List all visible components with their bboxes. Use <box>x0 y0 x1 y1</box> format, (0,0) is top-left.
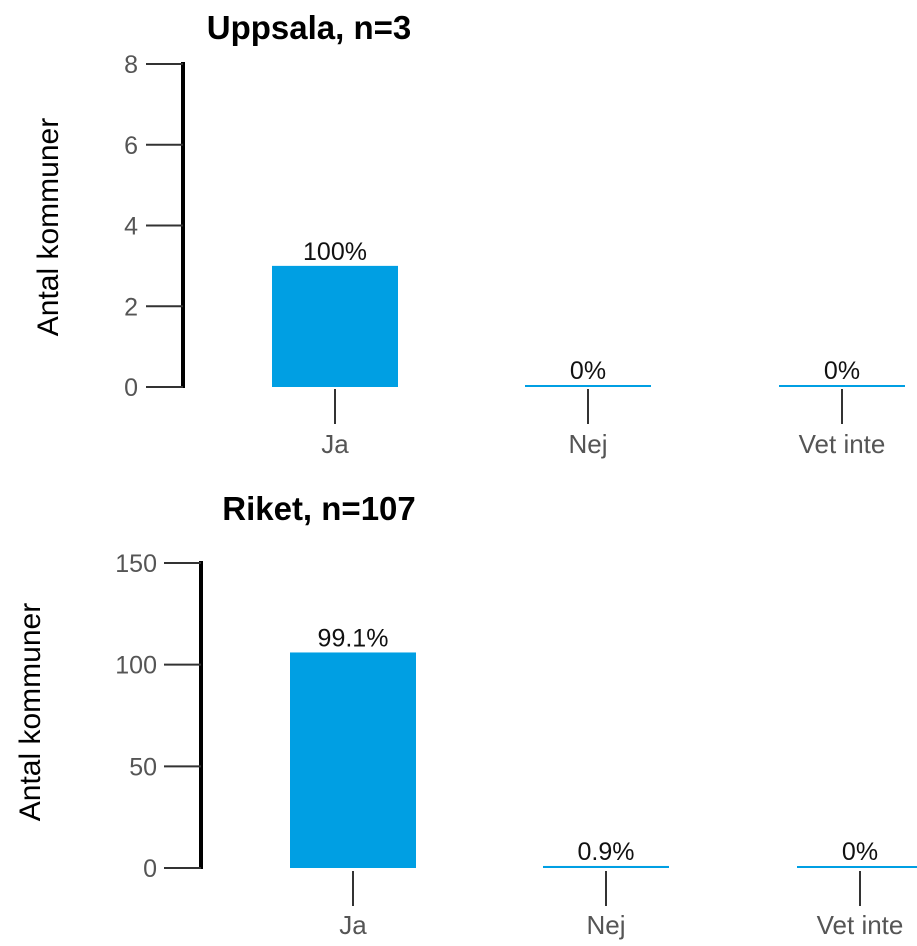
bars: 100% 0% 0% <box>272 238 905 387</box>
y-tick-label: 6 <box>124 132 138 160</box>
y-tick-label: 2 <box>124 293 138 321</box>
x-tick-label: Vet inte <box>799 429 886 459</box>
bar <box>797 866 917 868</box>
y-tick-label: 0 <box>124 374 138 402</box>
y-tick-label: 50 <box>129 753 157 781</box>
x-tick-label: Nej <box>568 429 607 459</box>
chart-panel-riket: Riket, n=107 Antal kommuner 0 50 100 150 99… <box>14 490 917 940</box>
x-axis: Ja Nej Vet inte <box>339 871 903 940</box>
x-tick-label: Ja <box>321 429 349 459</box>
data-label: 100% <box>303 238 367 266</box>
data-label: 0% <box>570 357 606 385</box>
x-tick-label: Ja <box>339 910 367 940</box>
bar <box>543 865 669 868</box>
chart-title: Uppsala, n=3 <box>207 9 412 46</box>
y-axis: 0 2 4 6 8 <box>124 51 185 402</box>
y-tick-label: 8 <box>124 51 138 79</box>
y-tick-label: 4 <box>124 213 138 241</box>
y-tick-label: 100 <box>115 652 157 680</box>
x-axis: Ja Nej Vet inte <box>321 389 885 459</box>
y-axis: 0 50 100 150 <box>115 550 203 883</box>
chart-title: Riket, n=107 <box>222 490 416 527</box>
x-tick-label: Vet inte <box>817 910 904 940</box>
data-label: 0% <box>824 357 860 385</box>
y-tick-label: 150 <box>115 550 157 578</box>
bars: 99.1% 0.9% 0% <box>290 624 917 868</box>
y-tick-label: 0 <box>143 855 157 883</box>
bar <box>290 652 416 868</box>
data-label: 0.9% <box>578 838 635 866</box>
chart-panel-uppsala: Uppsala, n=3 Antal kommuner 0 2 4 6 8 100% 0%… <box>32 9 905 459</box>
y-axis-label: Antal kommuner <box>32 118 65 336</box>
data-label: 0% <box>842 838 878 866</box>
bar <box>525 385 651 387</box>
bar <box>779 385 905 387</box>
data-label: 99.1% <box>318 624 389 652</box>
x-tick-label: Nej <box>586 910 625 940</box>
bar <box>272 265 398 387</box>
y-axis-label: Antal kommuner <box>14 603 47 821</box>
